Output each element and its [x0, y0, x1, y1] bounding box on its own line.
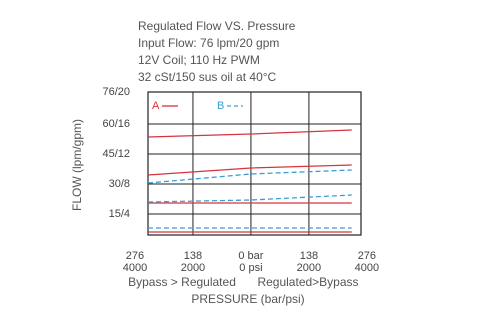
y-tick-label: 60/16 [102, 118, 130, 130]
y-axis-label: FLOW (lpm/gpm) [70, 119, 84, 211]
x-tick-label: 138 [184, 250, 202, 262]
title-line: 12V Coil; 110 Hz PWM [138, 53, 260, 67]
x-tick-label: 0 bar [238, 250, 263, 262]
series-line [147, 169, 352, 184]
x-note: Bypass > Regulated [128, 275, 236, 289]
title-line: Input Flow: 76 lpm/20 gpm [138, 36, 279, 50]
y-tick-label: 30/8 [109, 178, 130, 190]
y-tick-label: 15/4 [109, 208, 130, 220]
x-tick-label: 2000 [181, 262, 205, 274]
y-tick-label: 45/12 [102, 148, 130, 160]
legend-label: A [152, 100, 160, 112]
title-line: Regulated Flow VS. Pressure [138, 19, 296, 33]
x-note: Regulated>Bypass [257, 275, 358, 289]
x-axis-label: PRESSURE (bar/psi) [191, 292, 304, 306]
y-tick-label: 76/20 [102, 86, 130, 98]
x-tick-label: 276 [126, 250, 144, 262]
plot-frame [147, 91, 362, 236]
legend-label: B [217, 100, 224, 112]
x-tick-label: 4000 [123, 262, 147, 274]
x-tick-label: 2000 [297, 262, 321, 274]
x-tick-label: 0 psi [239, 262, 262, 274]
x-tick-label: 138 [300, 250, 318, 262]
series-line [147, 194, 352, 203]
series-line [147, 129, 352, 138]
title-line: 32 cSt/150 sus oil at 40°C [138, 70, 277, 84]
series-line [147, 164, 352, 176]
x-tick-label: 4000 [355, 262, 379, 274]
x-tick-label: 276 [358, 250, 376, 262]
